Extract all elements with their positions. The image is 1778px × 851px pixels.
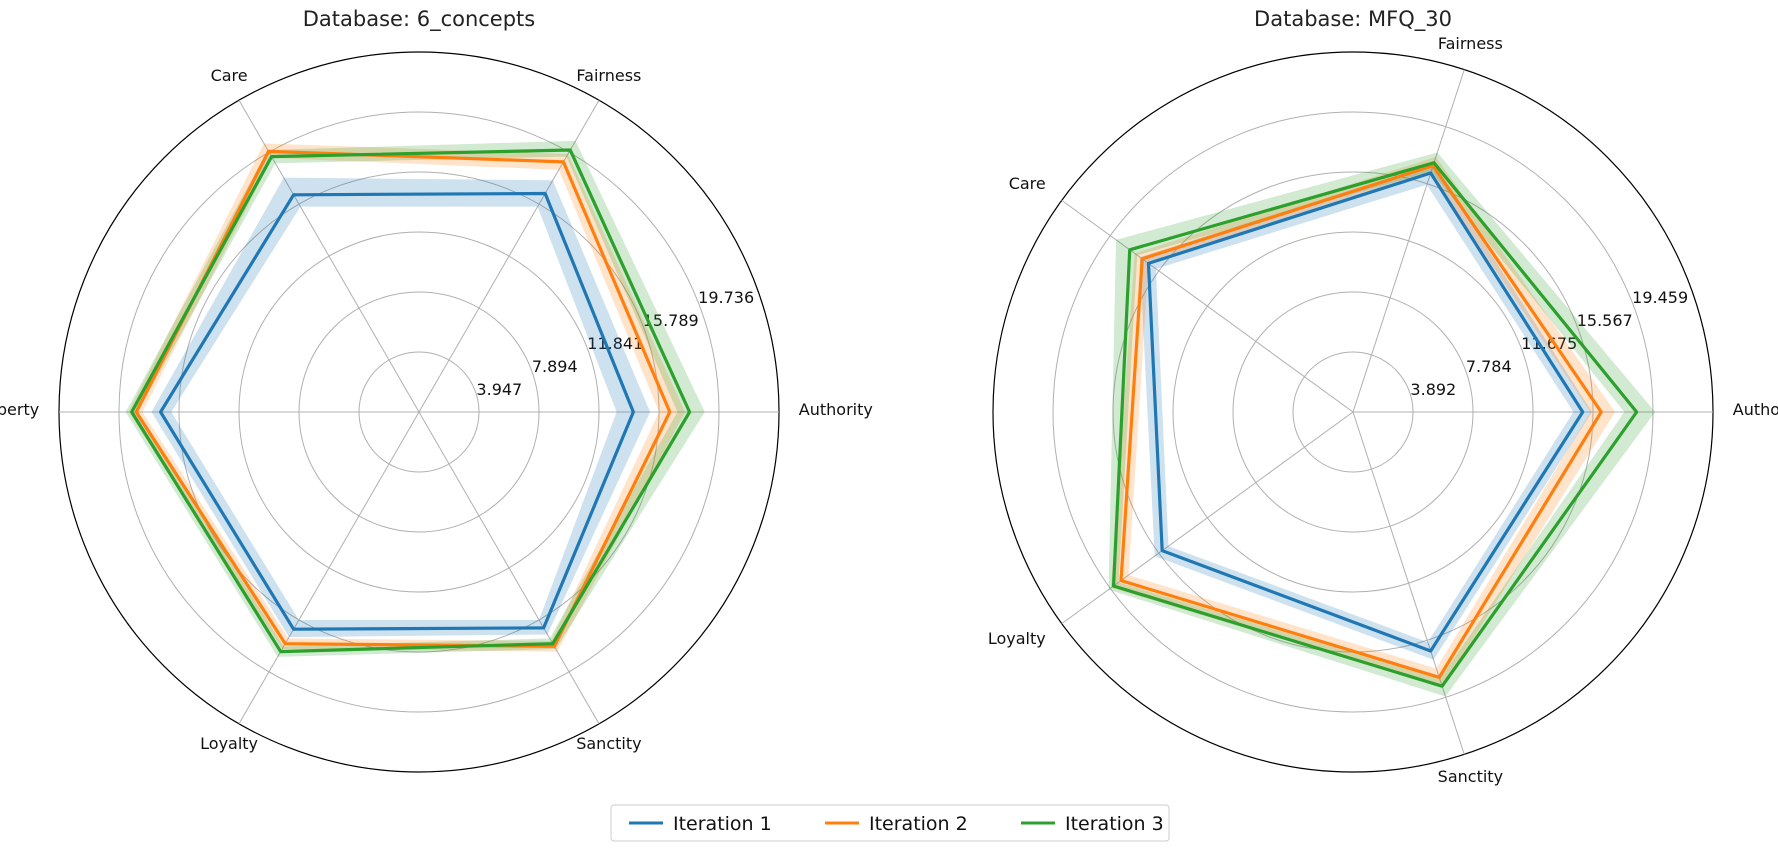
series-line-iteration-2 <box>1119 164 1603 679</box>
series-line-iteration-1 <box>158 191 635 631</box>
axis-label-fairness: Fairness <box>576 66 641 85</box>
r-tick-label: 7.894 <box>532 357 578 376</box>
axis-label-authority: Authority <box>1733 400 1778 419</box>
axis-label-care: Care <box>211 66 248 85</box>
axis-label-care: Care <box>1009 174 1046 193</box>
chart-title-6-concepts: Database: 6_concepts <box>303 7 536 32</box>
axis-label-fairness: Fairness <box>1438 34 1503 53</box>
axis-label-loyalty: Loyalty <box>988 629 1046 648</box>
legend: Iteration 1 Iteration 2 Iteration 3 <box>610 804 1170 842</box>
series-line-iteration-3 <box>130 148 692 654</box>
spoke-fairness <box>1352 69 1465 413</box>
spoke-loyalty <box>1061 411 1354 625</box>
spoke-fairness <box>418 99 600 413</box>
r-tick-label: 7.784 <box>1466 357 1512 376</box>
legend-label-iteration-1: Iteration 1 <box>673 813 772 835</box>
axis-label-authority: Authority <box>799 400 873 419</box>
series-line-iteration-2 <box>134 149 672 648</box>
axis-label-loyalty: Loyalty <box>200 734 258 753</box>
r-tick-label: 3.947 <box>476 380 522 399</box>
r-tick-label: 3.892 <box>1410 380 1456 399</box>
series-line-iteration-1 <box>1146 171 1585 653</box>
axis-label-liberty: Liberty <box>0 400 39 419</box>
radar-chart-mfq-30: Database: MFQ_30 3.8927.78411.67515.5671… <box>988 7 1778 786</box>
chart-title-mfq-30: Database: MFQ_30 <box>1254 7 1452 32</box>
r-tick-label: 15.789 <box>643 311 699 330</box>
legend-frame <box>610 804 1170 842</box>
legend-label-iteration-3: Iteration 3 <box>1065 813 1164 835</box>
axis-label-sanctity: Sanctity <box>1438 767 1503 786</box>
r-tick-label: 11.841 <box>587 334 643 353</box>
axis-label-sanctity: Sanctity <box>576 734 641 753</box>
spoke-loyalty <box>238 411 420 725</box>
spoke-sanctity <box>1352 411 1465 755</box>
series-line-iteration-3 <box>1111 161 1639 688</box>
r-tick-label: 15.567 <box>1577 311 1633 330</box>
legend-label-iteration-2: Iteration 2 <box>869 813 968 835</box>
spoke-care <box>1061 199 1354 413</box>
radar-chart-6-concepts: Database: 6_concepts 3.947 7.894 11.84115.… <box>0 7 873 773</box>
r-tick-label: 19.459 <box>1632 288 1688 307</box>
r-tick-label: 19.736 <box>698 288 754 307</box>
spoke-sanctity <box>418 411 600 725</box>
